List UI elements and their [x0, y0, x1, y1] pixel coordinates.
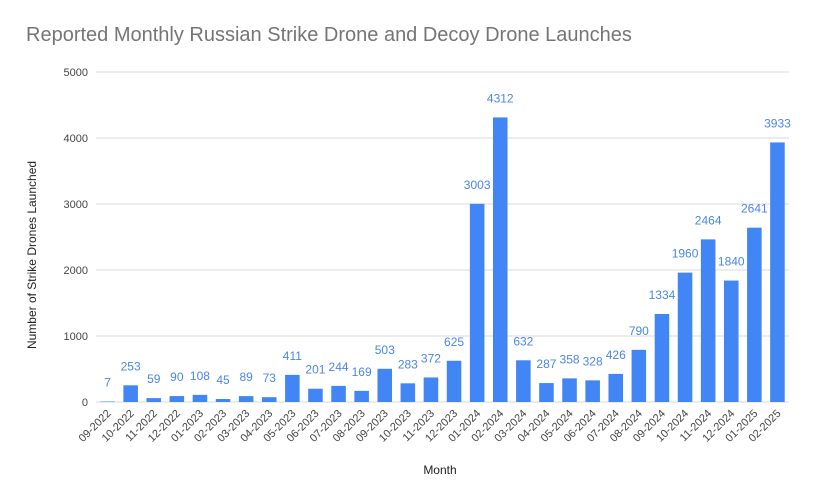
chart-title: Reported Monthly Russian Strike Drone an…: [26, 24, 632, 46]
data-label: 4312: [487, 91, 514, 105]
data-label: 201: [305, 363, 325, 377]
y-tick-label: 3000: [64, 199, 88, 211]
bar-01-2025: [747, 227, 762, 402]
data-label: 108: [190, 369, 210, 383]
y-axis-ticks: 0 1000 2000 3000 4000 5000: [64, 67, 88, 409]
bar-07-2024: [608, 373, 624, 402]
data-label: 358: [560, 352, 580, 366]
bar-12-2022: [169, 396, 185, 402]
y-tick-label: 2000: [64, 265, 88, 277]
bar-09-2022: [100, 401, 115, 402]
bar-05-2024: [562, 378, 577, 402]
bar-02-2023: [215, 399, 231, 402]
bar-09-2024: [654, 313, 670, 402]
bar-11-2022: [146, 398, 162, 402]
data-label: 283: [398, 357, 418, 371]
data-label: 90: [170, 370, 184, 384]
bar-08-2023: [354, 390, 369, 402]
data-label: 73: [263, 371, 277, 385]
bars: [100, 117, 785, 403]
data-label: 790: [629, 324, 649, 338]
data-label: 287: [536, 357, 556, 371]
x-axis-ticks: 09-202210-202211-202212-202201-202302-20…: [77, 408, 784, 445]
bar-12-2023: [446, 360, 462, 402]
bar-05-2023: [285, 374, 300, 402]
data-label: 7: [104, 376, 111, 390]
data-label: 1960: [672, 247, 699, 261]
data-label: 2641: [741, 202, 768, 216]
bar-10-2023: [400, 383, 416, 402]
data-label: 1840: [718, 255, 745, 269]
gridlines: [96, 71, 789, 403]
data-label: 625: [444, 335, 464, 349]
bar-01-2024: [469, 203, 485, 402]
data-label: 59: [147, 372, 161, 386]
bar-08-2024: [631, 349, 647, 402]
data-label: 169: [352, 365, 372, 379]
bar-06-2024: [585, 380, 600, 402]
data-label: 426: [606, 348, 626, 362]
data-label: 89: [239, 370, 253, 384]
data-label: 632: [513, 334, 533, 348]
bar-11-2023: [423, 377, 439, 402]
data-label: 1334: [649, 288, 676, 302]
data-label: 328: [583, 354, 603, 368]
bar-04-2023: [261, 397, 277, 402]
bar-03-2024: [516, 360, 531, 402]
data-label: 411: [283, 349, 302, 363]
bar-01-2023: [192, 394, 208, 402]
data-label: 503: [375, 343, 395, 357]
data-label: 372: [421, 351, 441, 365]
y-tick-label: 5000: [64, 67, 88, 79]
x-axis-title: Month: [423, 463, 456, 477]
data-label: 3003: [464, 178, 491, 192]
bar-10-2022: [123, 385, 138, 402]
data-label: 45: [216, 373, 230, 387]
bar-02-2025: [770, 142, 785, 402]
y-axis-title: Number of Strike Drones Launched: [25, 161, 39, 349]
bar-03-2023: [238, 396, 254, 402]
y-tick-label: 0: [82, 397, 88, 409]
bar-10-2024: [677, 272, 693, 402]
bar-12-2024: [723, 280, 739, 402]
bar-04-2024: [539, 383, 554, 402]
bar-09-2023: [377, 368, 393, 402]
data-label: 244: [329, 360, 349, 374]
data-label: 253: [121, 359, 141, 373]
bar-07-2023: [331, 385, 346, 402]
y-tick-label: 1000: [64, 331, 88, 343]
data-label: 3933: [764, 116, 791, 130]
bar-11-2024: [700, 239, 716, 402]
data-label: 2464: [695, 213, 722, 227]
bar-02-2024: [492, 117, 508, 403]
y-tick-label: 4000: [64, 133, 88, 145]
bar-06-2023: [308, 388, 323, 402]
